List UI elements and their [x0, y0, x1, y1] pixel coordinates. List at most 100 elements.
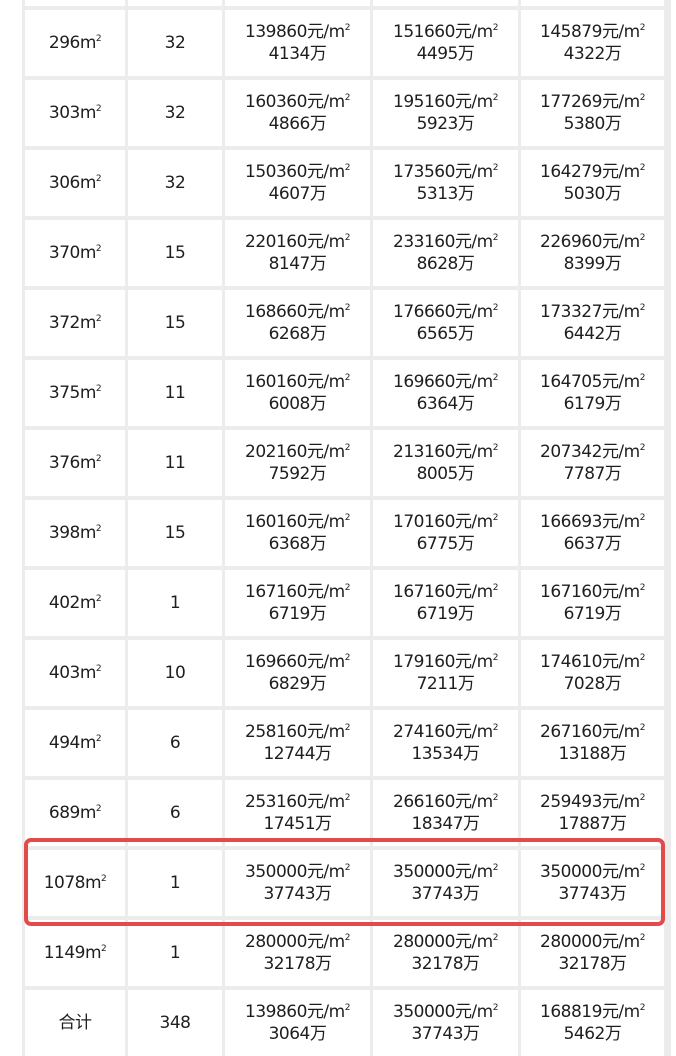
total-unit: 万: [604, 674, 622, 694]
price-value: 350000: [393, 1002, 455, 1022]
total-price: 6368万: [269, 533, 327, 555]
max-price-cell: [373, 0, 518, 6]
total-price: 37743万: [263, 883, 332, 905]
area-text: 375m2: [48, 383, 102, 403]
price-unit: 元/m: [306, 442, 345, 462]
total-value: 6719: [416, 604, 459, 624]
avg-price-cell: 350000元/m2 37743万: [521, 850, 664, 916]
price-unit: 元/m: [601, 932, 640, 952]
price-unit: 元/m: [454, 722, 493, 742]
total-value: 37743: [411, 884, 464, 904]
total-unit: 万: [604, 464, 622, 484]
price-unit: 元/m: [306, 862, 345, 882]
total-price: 17887万: [558, 813, 627, 835]
total-unit: 万: [309, 44, 327, 64]
price-unit: 元/m: [306, 792, 345, 812]
total-unit: 万: [315, 954, 332, 974]
price-value: 166693: [540, 512, 602, 532]
price-unit: 元/m: [601, 582, 640, 602]
price-per-sqm: 167160元/m2: [540, 582, 645, 602]
price-unit: 元/m: [601, 722, 640, 742]
price-value: 280000: [540, 932, 602, 952]
price-per-sqm: 177269元/m2: [540, 92, 645, 112]
price-per-sqm: 350000元/m2: [393, 862, 498, 882]
area-cell: 494m2: [25, 710, 125, 776]
total-price: 5313万: [417, 183, 475, 205]
area-value: 306: [48, 173, 80, 193]
total-value: 8399: [563, 254, 606, 274]
total-price: 32178万: [558, 953, 627, 975]
price-value: 176660: [393, 302, 455, 322]
total-value: 6775: [416, 534, 459, 554]
price-unit: 元/m: [306, 722, 345, 742]
min-price-cell: 150360元/m2 4607万: [225, 150, 370, 216]
price-unit: 元/m: [306, 92, 345, 112]
price-unit: 元/m: [454, 232, 493, 252]
price-per-sqm: 220160元/m2: [245, 232, 350, 252]
price-value: 150360: [245, 162, 307, 182]
total-price: 4134万: [269, 43, 327, 65]
total-value: 6368: [268, 534, 311, 554]
area-text: 296m2: [48, 33, 102, 53]
avg-price-cell: 226960元/m2 8399万: [521, 220, 664, 286]
area-unit: m: [79, 593, 97, 613]
price-per-sqm: 266160元/m2: [393, 792, 498, 812]
price-per-sqm: 168660元/m2: [245, 302, 350, 322]
total-price: 6775万: [417, 533, 475, 555]
total-unit: 万: [610, 954, 627, 974]
total-value: 37743: [558, 884, 611, 904]
total-price: 6008万: [269, 393, 327, 415]
area-unit: m: [79, 523, 97, 543]
area-cell: 306m2: [25, 150, 125, 216]
total-value: 6364: [416, 394, 459, 414]
price-value: 213160: [393, 442, 455, 462]
count-cell: 6: [128, 710, 222, 776]
price-value: 350000: [393, 862, 455, 882]
price-unit: 元/m: [601, 1002, 640, 1022]
avg-price-cell: 145879元/m2 4322万: [521, 10, 664, 76]
price-per-sqm: 213160元/m2: [393, 442, 498, 462]
price-per-sqm: 350000元/m2: [540, 862, 645, 882]
area-unit: m: [79, 803, 97, 823]
area-cell: 1078m2: [25, 850, 125, 916]
avg-price-cell: 207342元/m2 7787万: [521, 430, 664, 496]
total-value: 5030: [563, 184, 606, 204]
area-value: 372: [48, 313, 80, 333]
total-value: 8005: [416, 464, 459, 484]
price-unit: 元/m: [306, 162, 345, 182]
total-unit: 万: [309, 464, 327, 484]
area-value: 375: [48, 383, 80, 403]
price-unit: 元/m: [454, 372, 493, 392]
total-unit: 万: [309, 114, 327, 134]
total-price: 6442万: [564, 323, 622, 345]
total-price: 4607万: [269, 183, 327, 205]
area-text: 370m2: [48, 243, 102, 263]
total-unit: 万: [604, 114, 622, 134]
price-per-sqm: 174610元/m2: [540, 652, 645, 672]
price-unit: 元/m: [306, 512, 345, 532]
price-unit: 元/m: [306, 372, 345, 392]
price-value: 160160: [245, 512, 307, 532]
total-price: 8628万: [417, 253, 475, 275]
price-per-sqm: 167160元/m2: [393, 582, 498, 602]
total-value: 32178: [558, 954, 611, 974]
price-per-sqm: 226960元/m2: [540, 232, 645, 252]
min-price-cell: 139860元/m2 4134万: [225, 10, 370, 76]
area-cell: 296m2: [25, 10, 125, 76]
area-value: 402: [48, 593, 80, 613]
total-unit: 万: [309, 534, 327, 554]
total-price: 6364万: [417, 393, 475, 415]
total-value: 37743: [263, 884, 316, 904]
count-cell: [128, 0, 222, 6]
price-value: 202160: [245, 442, 307, 462]
total-value: 6008: [268, 394, 311, 414]
price-unit: 元/m: [306, 652, 345, 672]
total-value: 17451: [263, 814, 316, 834]
total-value: 5462: [563, 1024, 606, 1044]
price-value: 177269: [540, 92, 602, 112]
price-per-sqm: 173327元/m2: [540, 302, 645, 322]
total-price: 6565万: [417, 323, 475, 345]
total-value: 4495: [416, 44, 459, 64]
area-cell: 372m2: [25, 290, 125, 356]
total-unit: 万: [463, 744, 480, 764]
